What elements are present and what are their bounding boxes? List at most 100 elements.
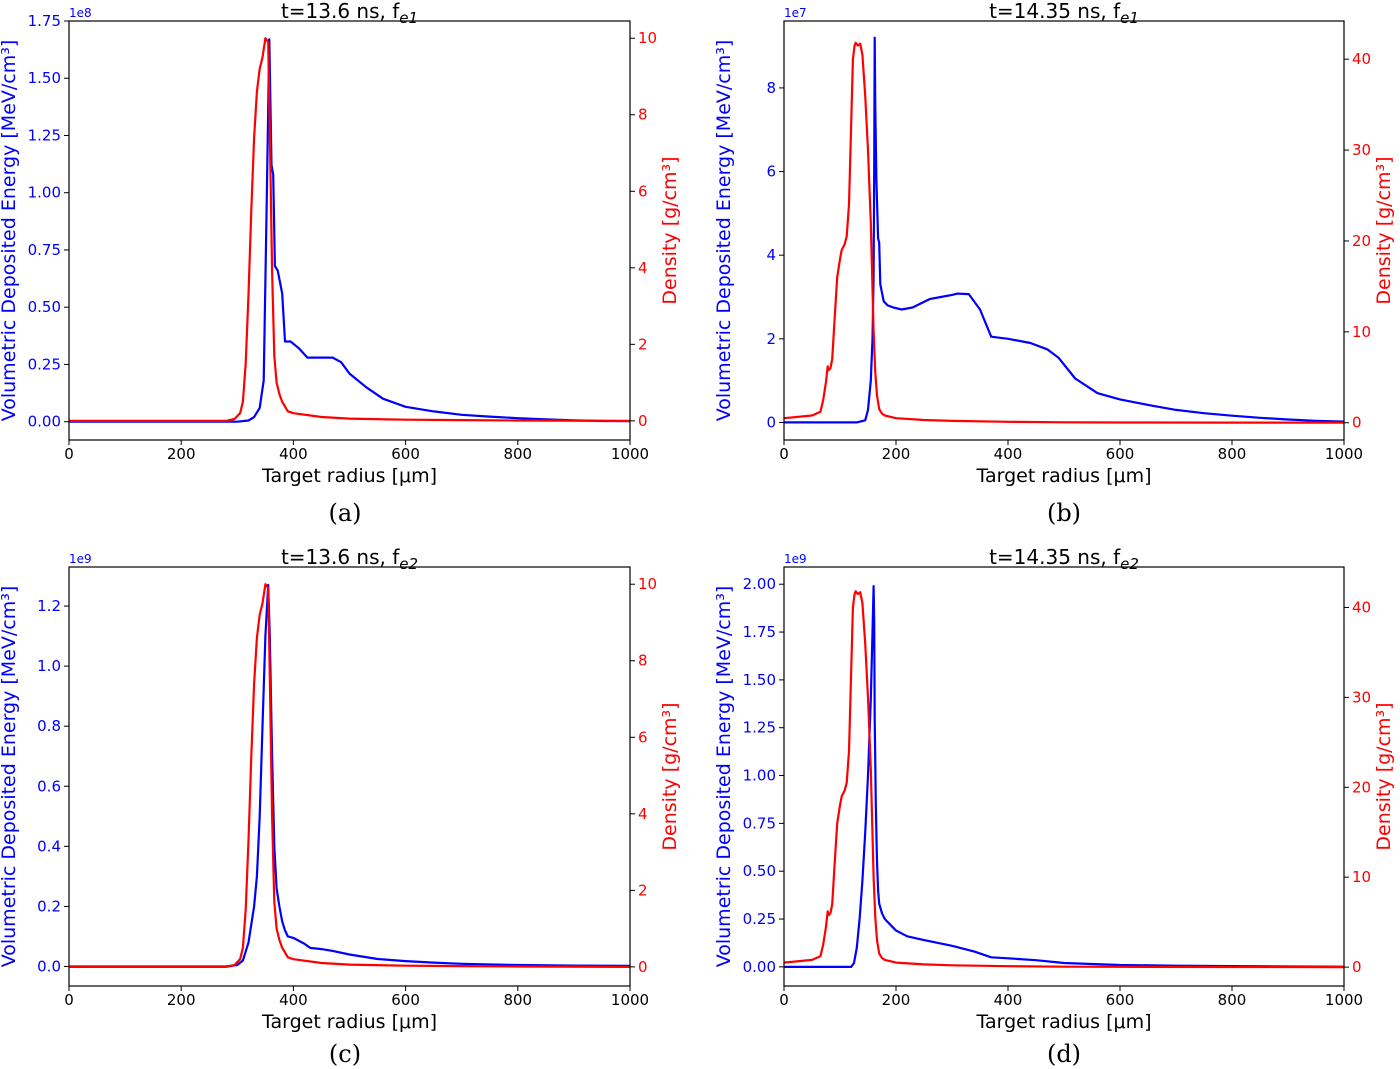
left-tick-label: 6: [766, 163, 776, 181]
left-tick-label: 1.50: [28, 69, 61, 87]
panel-caption: (a): [328, 499, 361, 527]
right-tick-label: 10: [638, 575, 657, 593]
left-tick-label: 1.25: [28, 126, 61, 144]
chart-title-main: t=13.6 ns, f: [281, 545, 400, 569]
chart-title-subscript: e1: [399, 9, 418, 27]
right-tick-label: 0: [1352, 414, 1362, 432]
x-tick-label: 200: [167, 445, 196, 463]
chart-title-main: t=13.6 ns, f: [281, 0, 400, 23]
density-series-line: [784, 590, 1344, 969]
density-series-line: [69, 583, 630, 969]
left-tick-label: 1.0: [37, 657, 61, 675]
right-tick-label: 2: [638, 335, 648, 353]
energy-series-line: [784, 36, 1344, 424]
left-tick-label: 0.75: [743, 814, 776, 832]
plot-frame: [68, 20, 631, 441]
left-tick-label: 0.0: [37, 957, 61, 975]
x-tick-label: 1000: [611, 991, 649, 1009]
axis-multiplier: 1e7: [784, 6, 807, 20]
axis-multiplier: 1e9: [69, 552, 92, 566]
panel-caption: (b): [1047, 499, 1081, 527]
chart-panel: 0 200 400 600 800 10000.000.250.500.751.001.2…: [713, 545, 1395, 1068]
left-tick-label: 8: [766, 79, 776, 97]
right-tick-label: 10: [1352, 323, 1371, 341]
left-y-axis-label: Volumetric Deposited Energy [MeV/cm³]: [713, 40, 735, 422]
right-tick-label: 40: [1352, 598, 1371, 616]
axis-multiplier: 1e9: [784, 552, 807, 566]
chart-title-main: t=14.35 ns, f: [989, 545, 1121, 569]
x-axis-label: Target radius [μm]: [261, 1011, 437, 1033]
left-tick-label: 2.00: [743, 575, 776, 593]
left-tick-label: 1.75: [28, 12, 61, 30]
left-tick-label: 0.4: [37, 837, 61, 855]
right-tick-label: 0: [1352, 958, 1362, 976]
x-tick-label: 0: [779, 991, 789, 1009]
chart-title-main: t=14.35 ns, f: [989, 0, 1121, 23]
right-tick-label: 30: [1352, 141, 1371, 159]
right-tick-label: 4: [638, 805, 648, 823]
plot-frame: [783, 20, 1345, 441]
left-tick-label: 1.00: [28, 184, 61, 202]
left-tick-label: 0.8: [37, 717, 61, 735]
x-tick-label: 400: [994, 445, 1023, 463]
right-tick-label: 6: [638, 728, 648, 746]
density-series-line: [784, 41, 1344, 424]
right-tick-label: 8: [638, 652, 648, 670]
right-tick-label: 2: [638, 881, 648, 899]
x-tick-label: 400: [279, 445, 308, 463]
energy-series-line: [69, 583, 630, 968]
x-axis-label: Target radius [μm]: [261, 465, 437, 487]
chart-title: t=13.6 ns, fe1: [281, 0, 418, 27]
left-tick-label: 1.25: [743, 719, 776, 737]
left-y-axis-label: Volumetric Deposited Energy [MeV/cm³]: [713, 586, 735, 968]
x-tick-label: 800: [1218, 991, 1247, 1009]
x-tick-label: 600: [391, 445, 420, 463]
right-tick-label: 8: [638, 106, 648, 124]
x-tick-label: 1000: [1325, 991, 1363, 1009]
right-y-axis-label: Density [g/cm³]: [1373, 156, 1395, 304]
x-tick-label: 600: [391, 991, 420, 1009]
x-tick-label: 0: [779, 445, 789, 463]
chart-panel: 0 200 400 600 800 1000 0.0 0.2 0.4 0.6 0.8 1.0 1.2 0 2…: [0, 545, 681, 1068]
right-tick-label: 10: [1352, 868, 1371, 886]
right-tick-label: 30: [1352, 688, 1371, 706]
x-tick-label: 600: [1106, 991, 1135, 1009]
left-y-axis-label: Volumetric Deposited Energy [MeV/cm³]: [0, 586, 20, 968]
right-tick-label: 10: [638, 29, 657, 47]
x-tick-label: 400: [279, 991, 308, 1009]
x-tick-label: 800: [503, 445, 532, 463]
left-tick-label: 0.25: [743, 910, 776, 928]
left-tick-label: 0.25: [28, 355, 61, 373]
density-series-line: [69, 37, 630, 422]
chart-title: t=13.6 ns, fe2: [281, 545, 418, 573]
left-tick-label: 0.00: [743, 958, 776, 976]
right-y-axis-label: Density [g/cm³]: [1373, 702, 1395, 850]
x-tick-label: 800: [503, 991, 532, 1009]
left-tick-label: 4: [766, 246, 776, 264]
chart-title-subscript: e1: [1120, 9, 1139, 27]
x-tick-label: 600: [1106, 445, 1135, 463]
left-tick-label: 0.2: [37, 897, 61, 915]
left-tick-label: 0.00: [28, 413, 61, 431]
left-tick-label: 2: [766, 330, 776, 348]
left-tick-label: 1.50: [743, 671, 776, 689]
x-tick-label: 200: [882, 445, 911, 463]
chart-title: t=14.35 ns, fe2: [989, 545, 1139, 573]
left-tick-label: 0.50: [28, 298, 61, 316]
x-tick-label: 400: [994, 991, 1023, 1009]
right-tick-label: 0: [638, 412, 648, 430]
axis-multiplier: 1e8: [69, 6, 92, 20]
left-tick-label: 0.50: [743, 862, 776, 880]
energy-series-line: [69, 38, 630, 423]
x-tick-label: 1000: [611, 445, 649, 463]
left-tick-label: 0: [766, 413, 776, 431]
left-tick-label: 1.2: [37, 597, 61, 615]
x-tick-label: 0: [64, 991, 74, 1009]
x-axis-label: Target radius [μm]: [975, 465, 1151, 487]
chart-title: t=14.35 ns, fe1: [989, 0, 1139, 27]
x-tick-label: 800: [1218, 445, 1247, 463]
chart-panel: 0 200 400 600 800 10000.000.250.500.751.001.2…: [0, 0, 681, 527]
right-y-axis-label: Density [g/cm³]: [659, 702, 681, 850]
x-tick-label: 0: [64, 445, 74, 463]
right-tick-label: 40: [1352, 50, 1371, 68]
